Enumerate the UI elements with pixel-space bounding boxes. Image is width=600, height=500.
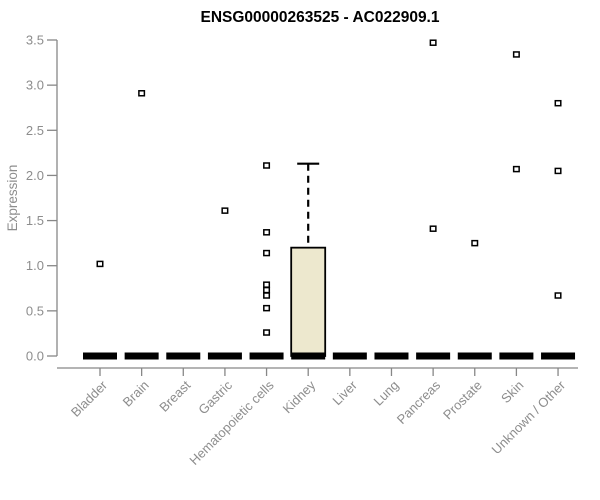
x-category-label: Skin bbox=[498, 378, 526, 406]
y-tick-label: 3.5 bbox=[26, 33, 44, 48]
outlier-point bbox=[554, 99, 562, 107]
outlier-point bbox=[263, 329, 271, 336]
outlier-point bbox=[263, 162, 271, 169]
y-tick-label: 1.5 bbox=[26, 213, 44, 228]
median-bar bbox=[83, 352, 117, 360]
x-category-label: Liver bbox=[329, 377, 360, 408]
y-tick-label: 0.0 bbox=[26, 349, 44, 364]
y-axis-label: Expression bbox=[5, 165, 20, 232]
median-bar bbox=[541, 352, 576, 360]
outlier-point bbox=[263, 281, 271, 288]
outlier-point bbox=[512, 51, 520, 58]
median-bar bbox=[416, 352, 451, 360]
outlier-point bbox=[96, 260, 104, 268]
outlier-point bbox=[471, 239, 479, 247]
outlier-point bbox=[512, 165, 520, 173]
outlier-point bbox=[263, 249, 271, 257]
median-bar bbox=[166, 352, 201, 360]
outlier-point bbox=[263, 229, 271, 236]
outlier-point bbox=[554, 167, 562, 175]
median-bar bbox=[249, 352, 284, 360]
outlier-point bbox=[263, 286, 271, 294]
x-category-label: Bladder bbox=[68, 377, 111, 420]
y-tick-label: 3.0 bbox=[26, 78, 44, 93]
median-bar bbox=[499, 352, 534, 360]
x-category-label: Brain bbox=[120, 378, 152, 410]
y-tick-label: 2.5 bbox=[26, 123, 44, 138]
median-bar bbox=[207, 352, 242, 360]
x-category-label: Kidney bbox=[280, 377, 319, 416]
x-category-label: Pancreas bbox=[394, 377, 444, 427]
median-bar bbox=[291, 352, 326, 360]
outlier-point bbox=[263, 292, 271, 299]
outlier-point bbox=[138, 90, 146, 97]
y-tick-label: 2.0 bbox=[26, 168, 44, 183]
median-bar bbox=[124, 352, 159, 360]
x-category-label: Breast bbox=[156, 377, 193, 414]
median-bar bbox=[457, 352, 492, 360]
y-tick-label: 1.0 bbox=[26, 258, 44, 273]
y-tick-label: 0.5 bbox=[26, 303, 44, 318]
x-category-label: Lung bbox=[371, 378, 402, 409]
plot-marks bbox=[83, 39, 576, 360]
box-rect bbox=[290, 246, 327, 357]
x-category-label: Gastric bbox=[195, 377, 235, 417]
outlier-point bbox=[429, 225, 437, 232]
outlier-point bbox=[263, 304, 271, 312]
median-bar bbox=[332, 352, 367, 360]
median-bar bbox=[374, 352, 409, 360]
outlier-point bbox=[429, 39, 437, 46]
x-category-label: Unknown / Other bbox=[489, 377, 569, 457]
outlier-point bbox=[221, 207, 229, 214]
outlier-point bbox=[554, 292, 562, 299]
chart-title: ENSG00000263525 - AC022909.1 bbox=[201, 9, 440, 26]
x-category-label: Prostate bbox=[440, 378, 485, 423]
